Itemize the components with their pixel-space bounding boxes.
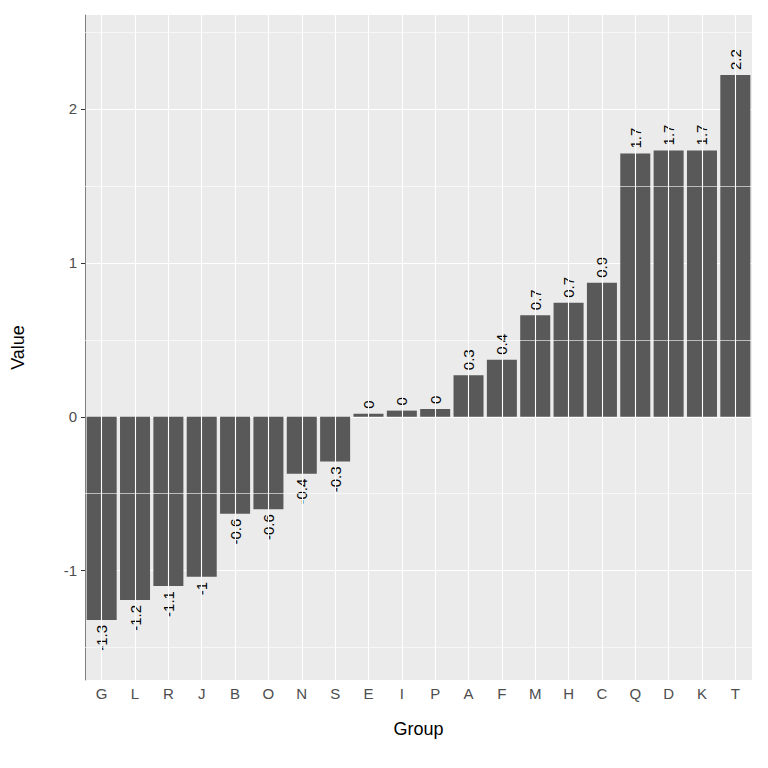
svg-text:M: M xyxy=(529,685,542,702)
svg-text:Group: Group xyxy=(393,719,443,739)
svg-text:J: J xyxy=(198,685,206,702)
svg-text:-1.3: -1.3 xyxy=(93,625,111,651)
svg-text:-1: -1 xyxy=(64,562,77,579)
svg-text:-1.2: -1.2 xyxy=(126,605,144,631)
svg-text:0: 0 xyxy=(69,408,77,425)
svg-text:0.4: 0.4 xyxy=(493,334,510,355)
svg-text:Value: Value xyxy=(8,325,28,370)
svg-text:R: R xyxy=(163,685,174,702)
svg-text:-0.6: -0.6 xyxy=(259,514,277,540)
svg-text:-1: -1 xyxy=(193,581,211,596)
svg-text:I: I xyxy=(400,685,404,702)
svg-text:F: F xyxy=(497,685,506,702)
svg-text:S: S xyxy=(330,685,340,702)
svg-text:L: L xyxy=(131,685,139,702)
svg-text:N: N xyxy=(296,685,307,702)
svg-text:2: 2 xyxy=(69,100,77,117)
svg-text:0.7: 0.7 xyxy=(526,289,544,311)
svg-text:1.7: 1.7 xyxy=(693,124,711,146)
svg-text:B: B xyxy=(230,685,240,702)
svg-text:-0.4: -0.4 xyxy=(293,479,310,505)
svg-text:C: C xyxy=(597,685,608,702)
svg-text:0.9: 0.9 xyxy=(593,257,610,278)
svg-text:0.7: 0.7 xyxy=(560,277,578,298)
svg-text:0: 0 xyxy=(360,400,377,409)
svg-text:-0.3: -0.3 xyxy=(326,466,344,493)
svg-text:1: 1 xyxy=(69,254,77,271)
svg-text:2.2: 2.2 xyxy=(726,49,744,70)
svg-text:1.7: 1.7 xyxy=(660,124,678,146)
svg-text:E: E xyxy=(363,685,373,702)
svg-text:O: O xyxy=(263,685,275,702)
svg-text:-0.6: -0.6 xyxy=(226,518,244,545)
svg-text:G: G xyxy=(96,685,108,702)
svg-text:0: 0 xyxy=(393,397,410,405)
svg-text:D: D xyxy=(663,685,674,702)
svg-text:0.3: 0.3 xyxy=(460,349,477,371)
svg-text:K: K xyxy=(697,685,707,702)
svg-text:-1.1: -1.1 xyxy=(159,591,177,617)
svg-text:H: H xyxy=(563,685,574,702)
svg-text:1.7: 1.7 xyxy=(626,127,644,149)
svg-text:T: T xyxy=(731,685,740,702)
svg-text:A: A xyxy=(464,685,474,702)
svg-text:0: 0 xyxy=(426,395,444,405)
svg-text:Q: Q xyxy=(629,685,641,702)
svg-text:P: P xyxy=(430,685,440,702)
